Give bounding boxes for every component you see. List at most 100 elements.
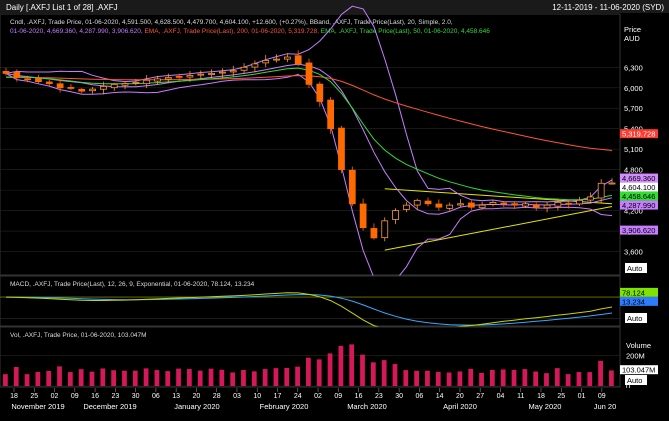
x-day-label: 09 <box>598 393 606 400</box>
volume-bar <box>24 374 30 386</box>
price-tag-label: 4,458.646 <box>622 192 655 201</box>
x-month-label: Jun 20 <box>594 402 617 411</box>
candle-body <box>457 203 464 206</box>
volume-bar <box>338 345 344 386</box>
macd-legend: MACD, .AXFJ, Trade Price(Last), 12, 26, … <box>10 281 255 288</box>
price-tag-bg <box>620 225 658 235</box>
volume-y-tick: 0 <box>626 382 630 391</box>
price-axis-title: Price <box>624 25 641 34</box>
candle-body <box>273 58 280 61</box>
candle-body <box>110 83 118 89</box>
candle-body <box>45 81 53 85</box>
price-y-tick: 5,100 <box>624 145 643 154</box>
price-tag-bg <box>620 182 658 192</box>
x-day-label: 24 <box>294 393 302 400</box>
price-axis-unit: AUD <box>624 34 640 43</box>
candle-body <box>100 86 107 90</box>
candle-body <box>413 199 421 206</box>
price-tag-label: 4,604.100 <box>622 183 655 192</box>
x-day-label: 18 <box>10 393 18 400</box>
volume-bar <box>489 369 495 386</box>
x-day-label: 17 <box>274 393 282 400</box>
candle-body <box>597 182 605 199</box>
candle-body <box>532 204 540 208</box>
volume-legend: Vol, .AXFJ, Trade Price, 01-06-2020, 103… <box>10 332 147 339</box>
volume-bar <box>576 372 582 386</box>
candle-body <box>197 73 205 76</box>
candle-body <box>294 55 302 65</box>
candle-body <box>35 78 42 83</box>
volume-bar <box>46 370 52 386</box>
candle-body <box>446 204 454 209</box>
header-bar <box>0 0 669 13</box>
volume-bar <box>609 370 614 386</box>
volume-bar <box>435 371 441 386</box>
candle-body <box>576 199 583 205</box>
volume-bar <box>598 360 603 386</box>
price-legend-line1: Cndl, .AXFJ, Trade Price, 01-06-2020, 4,… <box>10 19 453 26</box>
candle-body <box>338 127 345 171</box>
x-day-label: 28 <box>213 393 221 400</box>
macd-auto-button[interactable] <box>625 313 647 323</box>
macd-main-line <box>5 292 613 331</box>
x-axis-day-labels: 18 25 02 09 16 23 30 06 13 20 28 03 10 17 24 02 09 16 23 30… <box>10 388 606 400</box>
price-tag-label: 3,906.620 <box>622 226 655 235</box>
volume-bar <box>273 368 279 386</box>
x-month-label: April 2020 <box>443 402 477 411</box>
candle-body <box>511 203 518 206</box>
candle-body <box>489 201 497 205</box>
volume-bar <box>208 368 214 386</box>
volume-bar <box>111 370 116 386</box>
macd-panel-frame <box>0 275 621 327</box>
x-day-label: 18 <box>537 393 545 400</box>
volume-y-tick: 200M <box>626 351 645 360</box>
x-day-label: 27 <box>476 393 484 400</box>
trendlines <box>384 188 613 251</box>
volume-bar <box>3 374 8 386</box>
candle-body <box>186 75 194 78</box>
candle-body <box>305 62 313 85</box>
volume-auto-button[interactable] <box>625 375 647 385</box>
x-day-label: 02 <box>314 393 322 400</box>
candle-body <box>78 88 86 92</box>
volume-bar <box>392 364 398 386</box>
candle-body <box>543 204 551 209</box>
legend-part-2: EMA, .AXFJ, Trade Price(Last), 50, 01-06… <box>321 28 490 35</box>
price-y-tick: 6,300 <box>624 63 643 72</box>
candle-body <box>586 196 594 201</box>
volume-bar <box>13 367 19 386</box>
volume-axis-title: Volume <box>626 341 651 350</box>
volume-bar <box>230 372 236 386</box>
price-y-tick: 3,600 <box>624 248 643 257</box>
price-tag-bg <box>620 191 658 201</box>
chart-title: Daily [.AXFJ List 1 of 28] .AXFJ <box>6 3 118 12</box>
legend-part-1: EMA, .AXFJ, Trade Price(Last), 200, 01-0… <box>144 28 320 35</box>
candle-body <box>370 228 378 239</box>
candle-body <box>208 73 215 76</box>
volume-bar <box>186 369 192 386</box>
volume-bar <box>154 370 160 386</box>
price-auto-button[interactable] <box>625 263 647 273</box>
volume-bar <box>306 357 311 386</box>
x-day-label: 13 <box>172 393 180 400</box>
x-day-label: 02 <box>51 393 59 400</box>
candle-body <box>554 201 562 207</box>
x-axis-month-labels: November 2019 December 2019 January 2020 Fe… <box>11 402 616 411</box>
macd-panel[interactable]: MACD, .AXFJ, Trade Price(Last), 12, 26, … <box>0 275 658 331</box>
price-tag-label: 4,669.360 <box>622 174 655 183</box>
candlesticks <box>2 50 616 242</box>
volume-bar <box>100 368 106 386</box>
volume-auto-label: Auto <box>627 376 642 385</box>
candle-body <box>164 77 172 80</box>
x-day-label: 11 <box>517 393 524 400</box>
price-panel[interactable]: Cndl, .AXFJ, Trade Price, 01-06-2020, 4,… <box>0 5 658 285</box>
x-day-label: 06 <box>415 393 423 400</box>
trendline-upper <box>384 188 613 205</box>
volume-panel[interactable]: Vol, .AXFJ, Trade Price, 01-06-2020, 103… <box>0 326 658 391</box>
candle-body <box>467 202 475 208</box>
volume-value-tags: 103.047M <box>620 365 658 375</box>
candle-body <box>89 88 96 92</box>
price-auto-label: Auto <box>627 264 642 273</box>
macd-tag-label: 78.124 <box>622 288 645 297</box>
macd-tag-label: 13.234 <box>622 297 645 306</box>
